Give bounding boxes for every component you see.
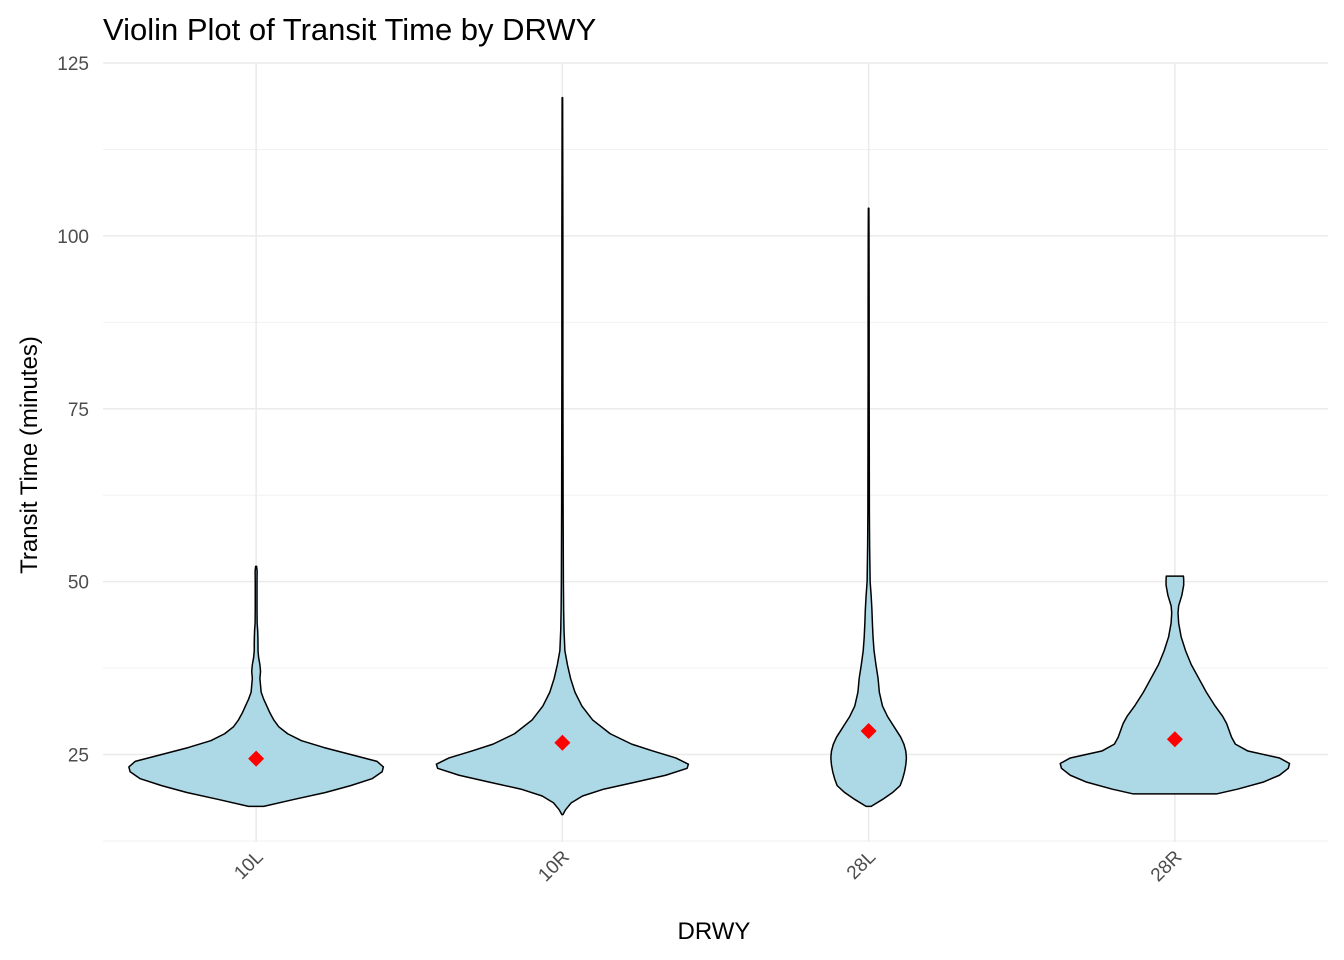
y-axis-title: Transit Time (minutes) bbox=[16, 336, 43, 574]
y-tick-label: 100 bbox=[57, 227, 89, 248]
y-tick-label: 25 bbox=[68, 746, 89, 767]
chart-title: Violin Plot of Transit Time by DRWY bbox=[103, 12, 596, 47]
mean-marker-10L bbox=[248, 750, 265, 767]
violins bbox=[128, 96, 1291, 816]
x-tick-label: 28R bbox=[1147, 847, 1186, 886]
y-tick-label: 50 bbox=[68, 573, 89, 594]
mean-marker-28L bbox=[860, 722, 877, 739]
y-axis-ticks: 25 50 75 100 125 bbox=[57, 54, 89, 767]
x-tick-label: 10L bbox=[230, 847, 267, 884]
x-tick-label: 28L bbox=[843, 847, 880, 884]
violin-28R bbox=[1059, 575, 1291, 795]
violin-10L bbox=[128, 565, 385, 808]
mean-marker-28R bbox=[1166, 731, 1183, 748]
y-tick-label: 125 bbox=[57, 54, 89, 75]
x-axis-ticks: 10L 10R 28L 28R bbox=[230, 847, 1186, 886]
y-tick-label: 75 bbox=[68, 400, 89, 421]
violin-10R bbox=[435, 96, 690, 816]
x-tick-label: 10R bbox=[534, 847, 573, 886]
mean-markers bbox=[248, 722, 1183, 767]
x-axis-title: DRWY bbox=[678, 918, 751, 945]
violin-28L bbox=[830, 207, 908, 808]
mean-marker-10R bbox=[554, 734, 571, 751]
